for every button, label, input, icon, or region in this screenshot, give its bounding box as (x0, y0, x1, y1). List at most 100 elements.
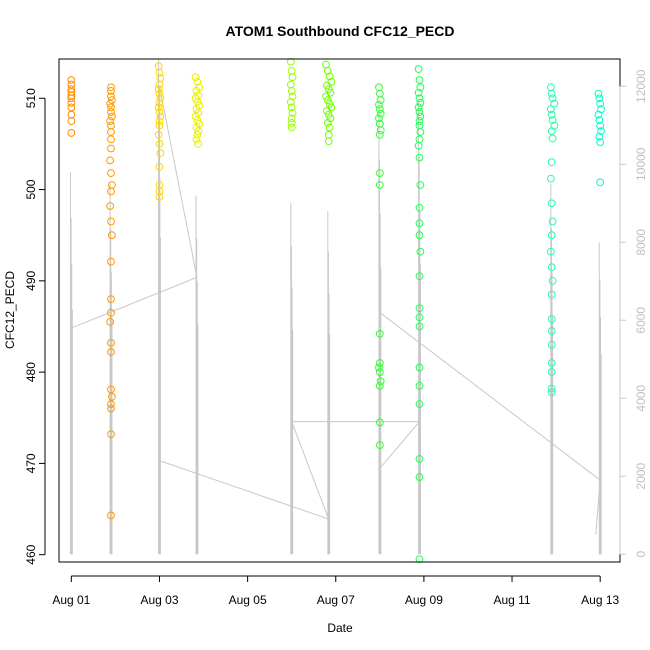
data-point (547, 327, 556, 335)
data-point (324, 137, 333, 146)
data-point (375, 114, 383, 123)
data-point (415, 272, 424, 281)
data-point (286, 80, 295, 89)
data-point (323, 96, 332, 104)
data-point (323, 66, 332, 75)
data-point (375, 169, 384, 178)
data-point (597, 127, 605, 136)
data-point (547, 89, 556, 98)
data-point (107, 217, 115, 226)
data-point (416, 98, 425, 107)
data-point (287, 87, 296, 95)
data-point (548, 276, 557, 285)
data-point (67, 94, 76, 103)
data-point (287, 114, 296, 123)
data-point (415, 108, 424, 116)
data-point (594, 89, 603, 98)
data-point (286, 98, 295, 106)
data-point (415, 454, 424, 463)
data-point (376, 96, 385, 104)
data-point (193, 77, 202, 86)
x-tick-label: Aug 07 (317, 593, 355, 607)
data-point (375, 100, 383, 109)
data-point (376, 126, 385, 135)
data-point (375, 359, 384, 367)
data-point (415, 117, 424, 125)
data-point (107, 108, 115, 116)
data-point (547, 263, 556, 272)
data-point (375, 83, 383, 92)
data-point (107, 112, 116, 121)
data-point (375, 130, 384, 139)
data-point (375, 89, 384, 98)
x-tick-label: Aug 09 (405, 593, 443, 607)
data-point (415, 555, 424, 564)
data-point (155, 68, 164, 77)
data-point (325, 72, 334, 81)
data-point (547, 199, 556, 208)
data-point (375, 363, 383, 372)
data-point (155, 121, 164, 130)
data-point (546, 247, 555, 256)
data-point (287, 103, 296, 112)
data-point (414, 103, 423, 112)
data-point (155, 80, 164, 89)
data-point (326, 114, 335, 123)
data-point (323, 81, 331, 90)
data-point (595, 132, 604, 141)
y-tick-label: 500 (24, 179, 38, 199)
data-point (193, 116, 202, 125)
data-point (324, 130, 333, 139)
data-point (156, 112, 165, 121)
data-point (107, 181, 116, 189)
y-tick-label: 480 (24, 362, 38, 382)
data-point (192, 123, 201, 132)
y2-tick-label: 0 (634, 551, 648, 558)
data-point (547, 384, 556, 393)
y2-tick-label: 2000 (634, 463, 648, 490)
y2-tick-label: 4000 (634, 385, 648, 412)
data-point (155, 89, 164, 98)
data-point (547, 231, 556, 240)
data-point (546, 105, 555, 114)
chart-title: ATOM1 Southbound CFC12_PECD (226, 23, 455, 39)
data-point (415, 363, 424, 372)
data-point (547, 315, 556, 324)
data-point (596, 121, 605, 130)
data-point (415, 304, 424, 313)
data-point (155, 117, 164, 125)
data-point (287, 123, 296, 132)
data-point (546, 83, 555, 92)
y-tick-label: 490 (24, 270, 38, 290)
data-point (107, 169, 115, 178)
data-point (375, 418, 384, 427)
data-point (415, 76, 424, 84)
data-point (416, 128, 425, 136)
depth-trace (69, 59, 602, 555)
data-point (106, 156, 115, 165)
data-point (323, 119, 332, 127)
data-point (156, 94, 165, 103)
data-point (106, 117, 115, 125)
data-point (415, 121, 424, 130)
data-point (156, 149, 165, 157)
data-point (415, 231, 424, 240)
data-point (322, 92, 330, 101)
y-axis: 460 470 480 490 500 510 (24, 88, 46, 565)
data-point (414, 141, 423, 150)
data-point (287, 119, 296, 127)
data-point (107, 231, 116, 240)
data-point (107, 308, 115, 317)
x-tick-label: Aug 01 (52, 593, 90, 607)
data-point (288, 92, 297, 101)
data-point (415, 203, 424, 212)
data-point (155, 187, 164, 196)
data-point (547, 127, 556, 136)
data-point (594, 110, 603, 119)
data-point (107, 385, 115, 394)
x-tick-label: Aug 03 (140, 593, 178, 607)
data-point (155, 139, 164, 148)
depth-transit-line (70, 86, 601, 535)
data-point (415, 322, 424, 331)
